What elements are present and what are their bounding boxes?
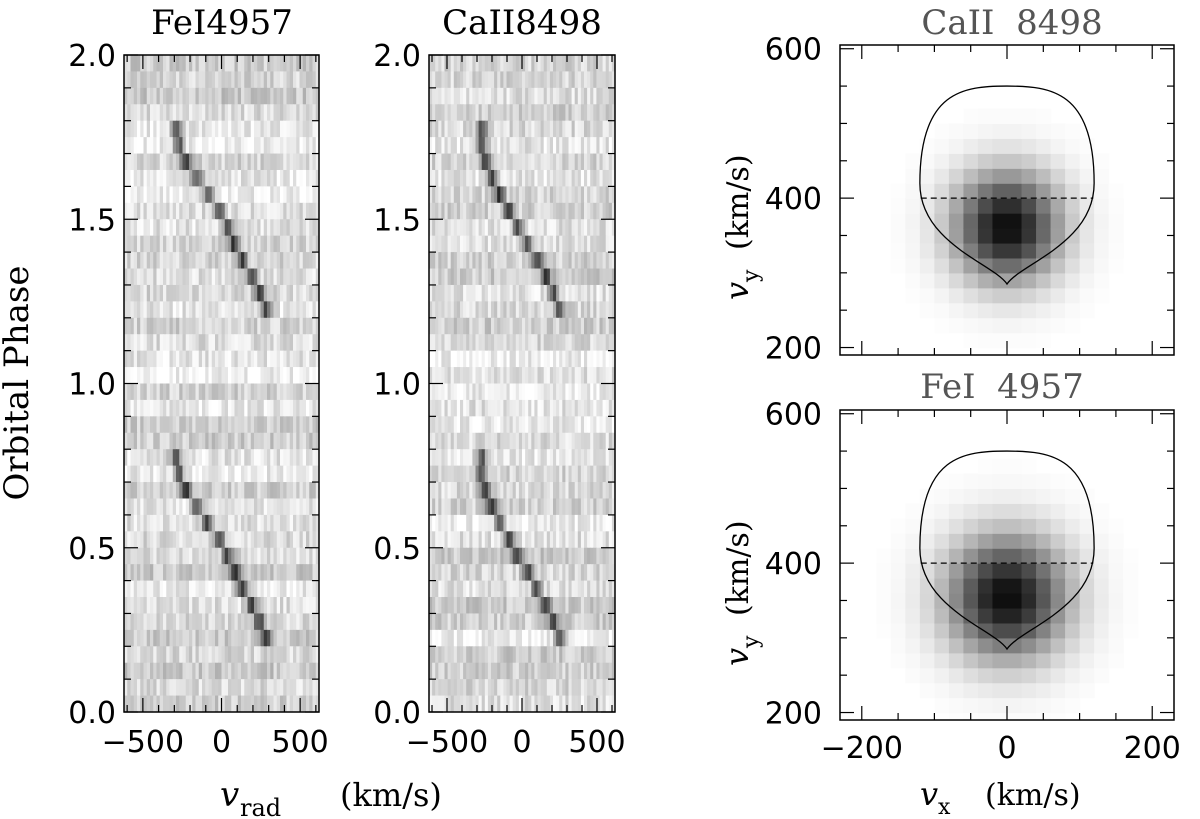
vrad-subscript: rad — [240, 794, 281, 819]
fe-trail-ytick-label: 0.5 — [68, 532, 116, 567]
fe-map-xtick-label: 0 — [997, 731, 1016, 766]
ca-map-ytick-label: 600 — [765, 33, 822, 68]
ca-map-roche-lobe — [919, 85, 1095, 286]
vy-top-subscript: y — [739, 269, 764, 283]
vy-bottom-unit: (km/s) — [721, 520, 756, 616]
doppler-map-fei4957: 200 400 600 −200 0 200 — [765, 398, 1181, 766]
fe-trail-ytick-label: 1.0 — [68, 368, 116, 403]
ca-map-intensity-image — [890, 108, 1124, 349]
vrad-unit: (km/s) — [340, 776, 442, 814]
vx-unit: (km/s) — [985, 778, 1081, 813]
vx-symbol: v — [920, 775, 938, 813]
vy-top-symbol: v — [718, 282, 756, 300]
ca-map-ytick-label: 200 — [765, 332, 822, 367]
fe-map-ytick-label: 600 — [765, 398, 822, 433]
ca-trail-ytick-label: 0.5 — [373, 532, 421, 567]
ca-trail-ytick-label: 1.5 — [373, 203, 421, 238]
fe-map-xtick-label: 200 — [1124, 731, 1181, 766]
ca-map-ytick-label: 400 — [765, 182, 822, 217]
vx-subscript: x — [938, 795, 951, 819]
fe-trail-ytick-label: 2.0 — [68, 39, 116, 74]
fe-map-roche-lobe — [919, 450, 1095, 651]
x-axis-label-vx: v x (km/s) — [920, 775, 1081, 819]
fe-trail-ytick-label: 1.5 — [68, 203, 116, 238]
trail-title-caii8498: CaII8498 — [442, 3, 602, 43]
trail-title-fei4957: FeI4957 — [151, 3, 293, 43]
x-axis-label-vrad: v rad (km/s) — [220, 775, 442, 819]
ca-trail-xtick-label: −500 — [406, 725, 488, 760]
ca-trail-xtick-label: 500 — [568, 725, 625, 760]
fe-map-intensity-image — [876, 458, 1139, 720]
map-title-fei4957: FeI 4957 — [920, 367, 1083, 407]
fe-trail-trail-image — [124, 55, 319, 712]
fe-trail-xtick-label: −500 — [102, 725, 184, 760]
vy-top-unit: (km/s) — [721, 154, 756, 250]
fe-map-ytick-label: 400 — [765, 547, 822, 582]
vy-bottom-subscript: y — [739, 635, 764, 649]
fe-trail-xtick-label: 500 — [271, 725, 328, 760]
fe-map-ytick-label: 200 — [765, 697, 822, 732]
trail-panel-fei4957: 0.0 0.5 1.0 1.5 2.0 −500 0 500 — [68, 39, 328, 760]
y-axis-label-orbital-phase: Orbital Phase — [0, 266, 37, 501]
ca-trail-ytick-label: 2.0 — [373, 39, 421, 74]
ca-trail-ytick-label: 0.0 — [373, 696, 421, 731]
trail-panel-caii8498: 0.0 0.5 1.0 1.5 2.0 −500 0 500 — [373, 39, 625, 760]
fe-trail-xtick-label: 0 — [212, 725, 231, 760]
ca-trail-ytick-label: 1.0 — [373, 368, 421, 403]
map-title-caii8498: CaII 8498 — [921, 3, 1102, 43]
y-axis-label-vy-top: v y (km/s) — [718, 154, 764, 300]
doppler-map-caii8498: 200 400 600 — [765, 33, 1175, 367]
ca-trail-trail-image — [429, 55, 615, 712]
fe-map-xtick-label: −200 — [821, 731, 903, 766]
vy-bottom-symbol: v — [718, 648, 756, 666]
ca-trail-xtick-label: 0 — [512, 725, 531, 760]
vrad-symbol: v — [220, 775, 239, 815]
y-axis-label-vy-bottom: v y (km/s) — [718, 520, 764, 666]
fe-trail-ytick-label: 0.0 — [68, 696, 116, 731]
